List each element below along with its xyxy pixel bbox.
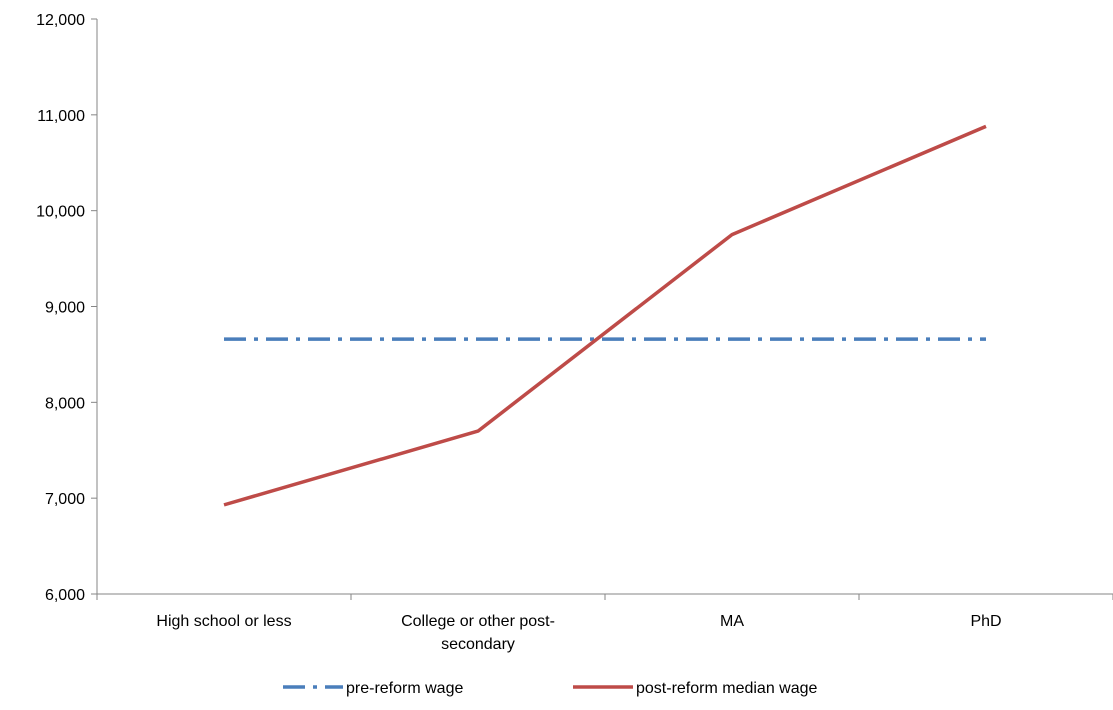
y-tick-label: 9,000 — [45, 300, 85, 317]
x-tick-label: High school or less — [156, 613, 291, 630]
y-axis-ticks: 6,000 7,000 8,000 9,000 10,000 11,000 12,000 — [36, 12, 97, 604]
x-tick-label: College or other post-secondary — [401, 613, 555, 653]
y-tick-label: 11,000 — [37, 108, 85, 125]
legend-label: post-reform median wage — [636, 680, 818, 697]
y-tick-label: 8,000 — [45, 395, 85, 412]
chart-legend: pre-reform wage post-reform median wage — [283, 680, 818, 697]
y-tick-label: 12,000 — [36, 12, 85, 29]
chart-series — [223, 124, 987, 507]
y-tick-label: 7,000 — [45, 491, 85, 508]
y-tick-label: 10,000 — [36, 204, 85, 221]
x-tick-label: PhD — [970, 613, 1001, 630]
legend-label: pre-reform wage — [346, 680, 463, 697]
post-reform-median-wage-line — [223, 124, 987, 507]
y-tick-label: 6,000 — [45, 587, 85, 604]
chart-axes — [96, 19, 1113, 595]
x-tick-label: MA — [720, 613, 744, 630]
x-axis-ticks: High school or less College or other post… — [96, 594, 1113, 653]
